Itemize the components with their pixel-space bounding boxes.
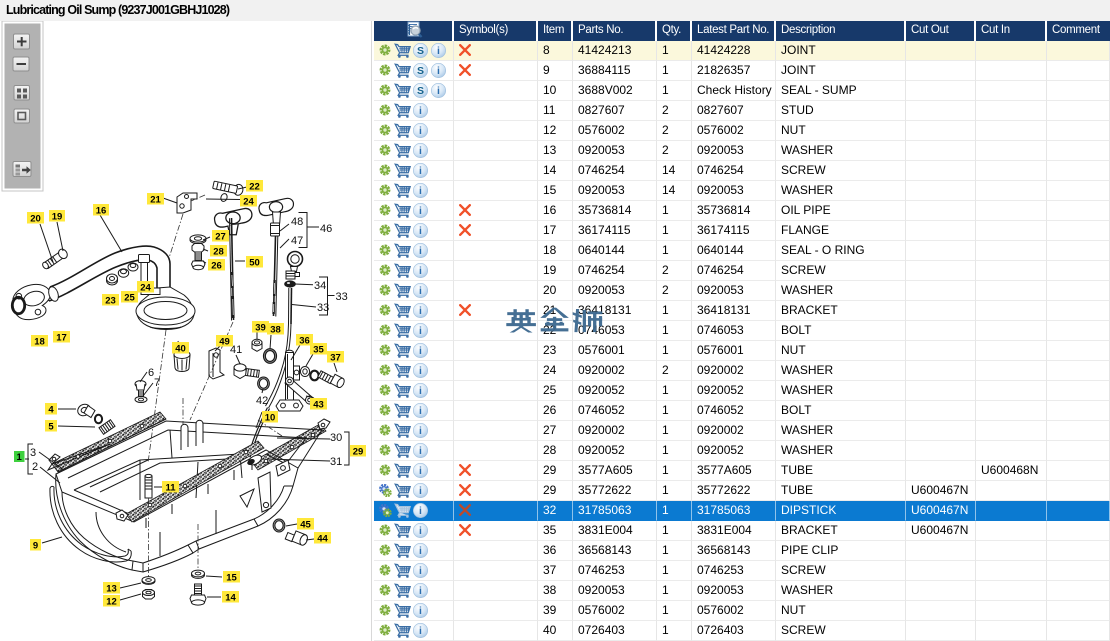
svg-text:29: 29: [353, 447, 364, 458]
svg-text:i: i: [419, 525, 422, 537]
svg-text:i: i: [419, 585, 422, 597]
svg-text:i: i: [419, 225, 422, 237]
svg-text:i: i: [419, 485, 422, 497]
svg-text:5: 5: [48, 422, 54, 433]
svg-text:6: 6: [148, 367, 154, 379]
svg-text:i: i: [419, 565, 422, 577]
svg-text:i: i: [419, 145, 422, 157]
svg-text:39: 39: [255, 323, 266, 334]
svg-text:i: i: [419, 625, 422, 637]
svg-text:20: 20: [30, 214, 41, 225]
svg-text:9: 9: [33, 541, 38, 552]
svg-text:38: 38: [270, 325, 281, 336]
svg-text:33: 33: [336, 291, 348, 303]
svg-text:i: i: [437, 65, 440, 77]
svg-text:31: 31: [330, 456, 342, 468]
svg-text:i: i: [419, 165, 422, 177]
svg-text:1: 1: [17, 452, 23, 463]
svg-text:37: 37: [330, 353, 341, 364]
svg-text:i: i: [437, 45, 440, 57]
svg-text:11: 11: [165, 483, 176, 494]
svg-text:i: i: [419, 105, 422, 117]
svg-text:i: i: [419, 205, 422, 217]
svg-text:i: i: [419, 605, 422, 617]
svg-text:i: i: [419, 445, 422, 457]
svg-text:40: 40: [175, 344, 186, 355]
svg-text:42: 42: [256, 395, 268, 407]
svg-text:i: i: [437, 85, 440, 97]
svg-text:14: 14: [225, 593, 236, 604]
svg-text:i: i: [419, 425, 422, 437]
svg-text:47: 47: [291, 235, 303, 247]
svg-text:i: i: [419, 265, 422, 277]
svg-text:i: i: [419, 505, 422, 517]
svg-text:17: 17: [56, 333, 67, 344]
svg-text:i: i: [419, 325, 422, 337]
svg-text:36: 36: [299, 336, 310, 347]
svg-text:43: 43: [313, 400, 324, 411]
svg-text:46: 46: [320, 223, 332, 235]
svg-text:13: 13: [106, 584, 117, 595]
svg-text:45: 45: [300, 520, 311, 531]
svg-text:49: 49: [219, 337, 230, 348]
svg-text:50: 50: [249, 258, 260, 269]
svg-text:25: 25: [124, 293, 135, 304]
svg-text:15: 15: [226, 573, 237, 584]
svg-text:4: 4: [48, 405, 54, 416]
svg-text:i: i: [419, 245, 422, 257]
svg-text:41: 41: [230, 344, 242, 356]
svg-text:21: 21: [150, 195, 161, 206]
svg-text:12: 12: [106, 597, 117, 608]
svg-text:3: 3: [30, 447, 36, 459]
svg-text:i: i: [419, 185, 422, 197]
svg-text:i: i: [419, 365, 422, 377]
svg-text:19: 19: [52, 212, 63, 223]
svg-text:i: i: [419, 385, 422, 397]
svg-text:18: 18: [34, 337, 45, 348]
svg-text:i: i: [419, 345, 422, 357]
svg-text:10: 10: [265, 413, 276, 424]
svg-text:27: 27: [215, 232, 226, 243]
svg-text:33: 33: [317, 302, 329, 314]
svg-text:34: 34: [314, 280, 326, 292]
svg-text:44: 44: [317, 534, 328, 545]
svg-text:i: i: [419, 405, 422, 417]
svg-text:7: 7: [154, 377, 160, 389]
svg-text:i: i: [419, 285, 422, 297]
svg-text:i: i: [419, 125, 422, 137]
svg-text:2: 2: [32, 461, 38, 473]
svg-text:i: i: [419, 305, 422, 317]
svg-text:S: S: [417, 65, 424, 77]
svg-text:23: 23: [105, 296, 116, 307]
svg-text:24: 24: [243, 197, 254, 208]
svg-text:30: 30: [330, 432, 342, 444]
svg-text:26: 26: [211, 261, 222, 272]
svg-text:S: S: [417, 45, 424, 57]
svg-text:28: 28: [213, 247, 224, 258]
svg-text:i: i: [419, 545, 422, 557]
svg-text:S: S: [417, 85, 424, 97]
svg-text:24: 24: [140, 283, 151, 294]
svg-text:16: 16: [96, 206, 107, 217]
svg-text:48: 48: [291, 216, 303, 228]
svg-text:i: i: [419, 465, 422, 477]
svg-text:35: 35: [313, 345, 324, 356]
svg-text:22: 22: [249, 182, 260, 193]
